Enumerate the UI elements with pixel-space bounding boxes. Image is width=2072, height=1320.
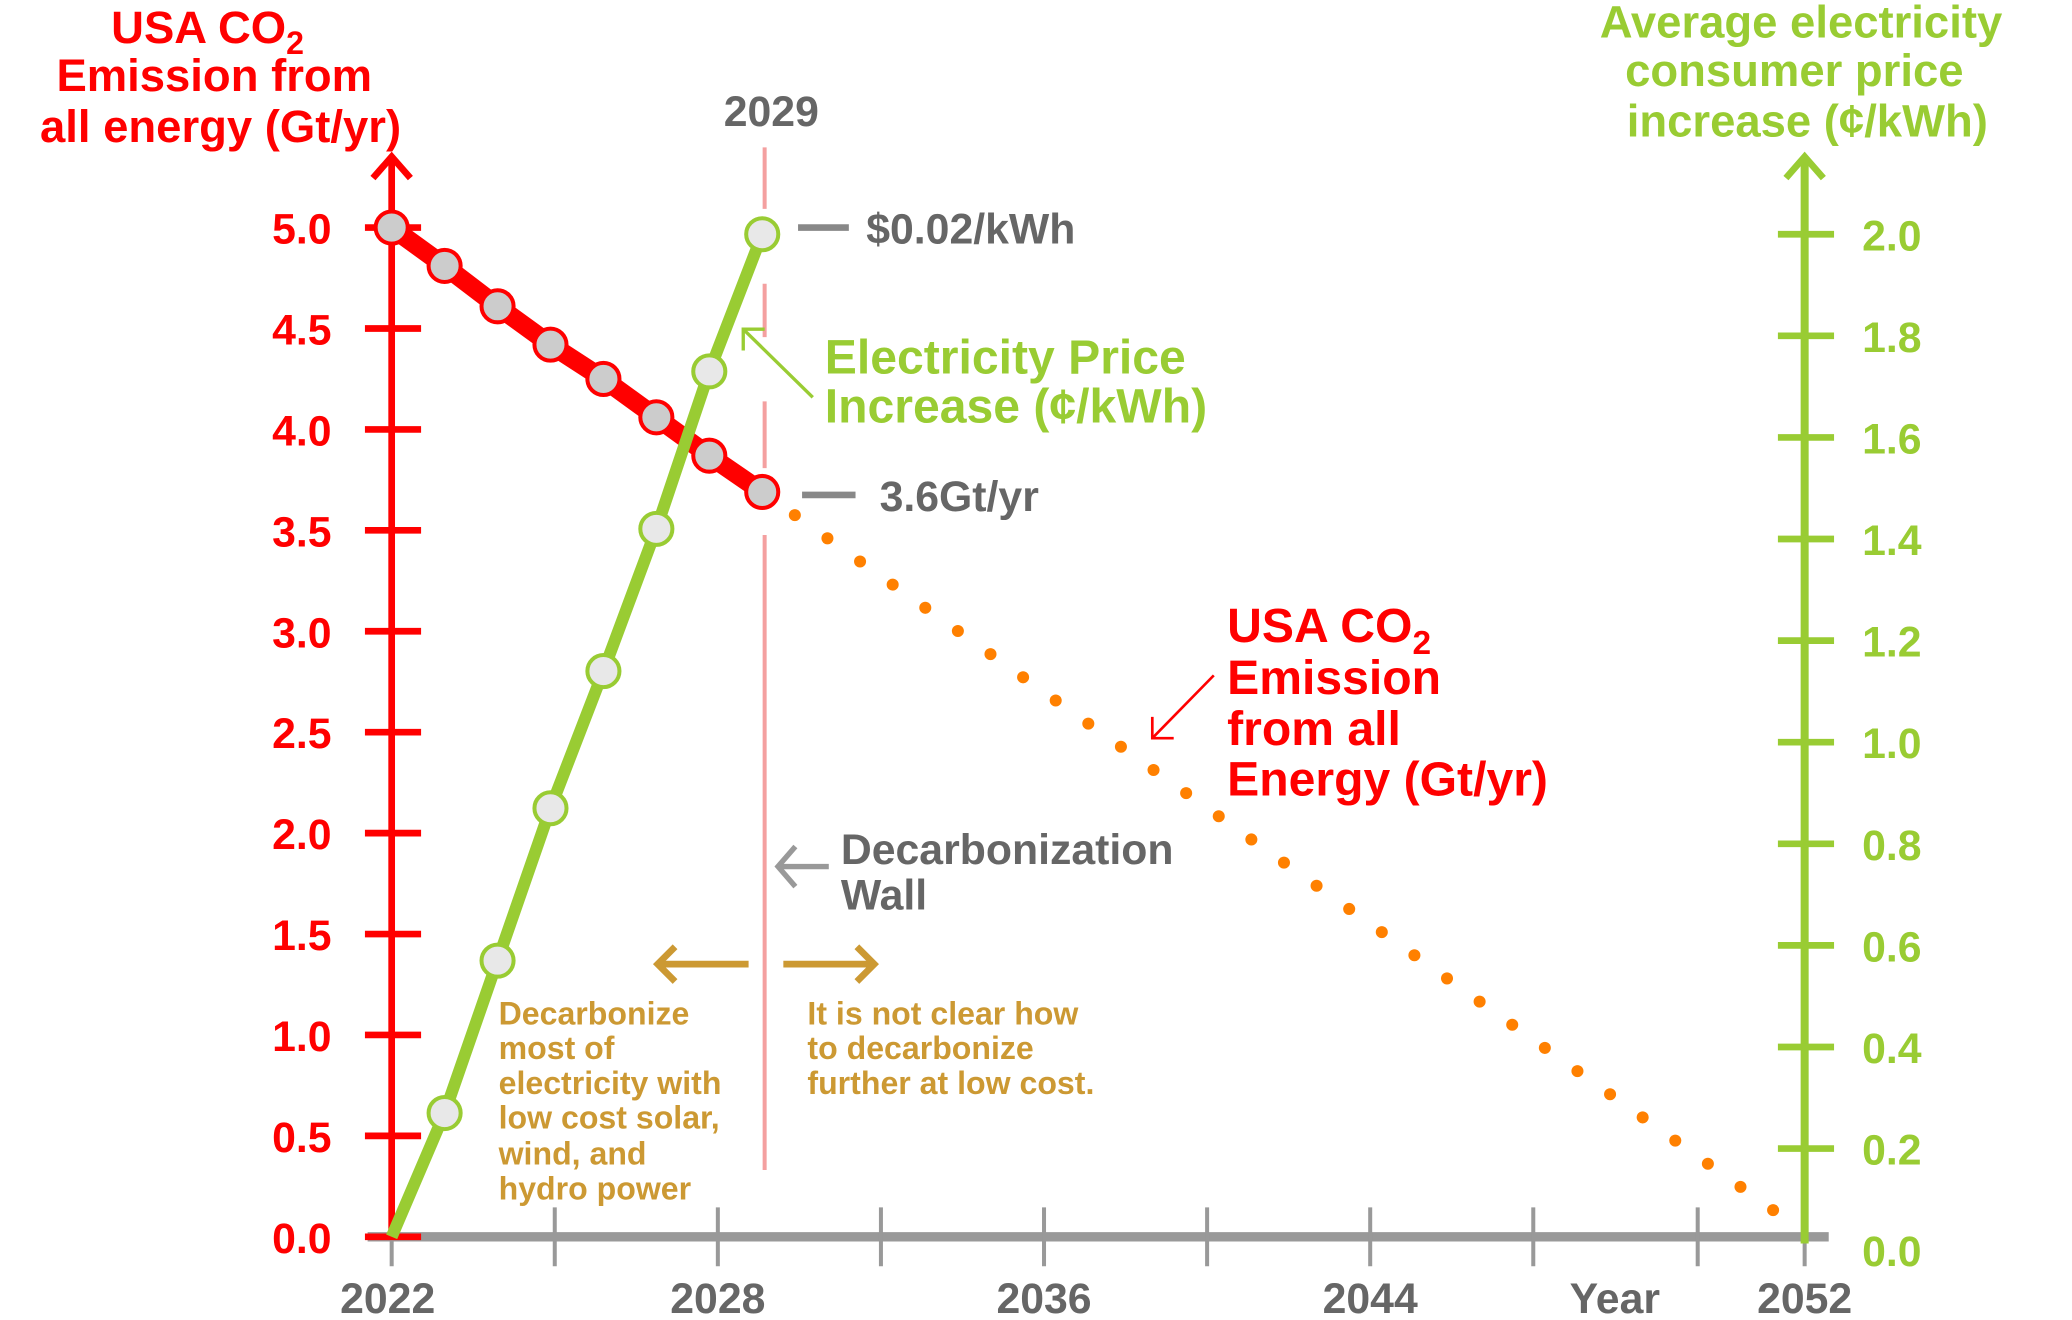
projection-dot: [886, 578, 899, 591]
emission-point: [479, 288, 516, 325]
x-tick-label: Year: [1570, 1275, 1660, 1320]
price-end-label: $0.02/kWh: [866, 206, 1075, 254]
price-point: [479, 942, 516, 979]
wall-label: Decarbonization Wall: [841, 826, 1186, 919]
x-tick-label: 2044: [1323, 1275, 1418, 1320]
right-axis-title: Average electricity consumer price incre…: [1600, 0, 2015, 147]
right-tick-label: 2.0: [1862, 212, 1921, 260]
right-note: It is not clear how to decarbonize furth…: [807, 995, 1094, 1101]
projection-dot: [1049, 694, 1062, 707]
left-tick-label: 3.5: [272, 508, 331, 556]
projection-dot: [1571, 1065, 1584, 1078]
projection-dot: [1212, 810, 1225, 823]
emission-series-label: USA CO2 Emission from all Energy (Gt/yr): [1227, 599, 1548, 807]
projection-dot: [1310, 879, 1323, 892]
x-tick-label: 2022: [340, 1275, 435, 1320]
right-tick-label: 1.8: [1862, 314, 1921, 362]
price-point: [426, 1094, 463, 1132]
projection-dot: [1245, 833, 1258, 846]
right-axis-arrow-icon: [1783, 151, 1826, 181]
projection-dot: [1375, 926, 1388, 939]
left-tick-label: 4.5: [272, 307, 331, 355]
wall-year-label: 2029: [724, 88, 819, 136]
right-tick-label: 1.6: [1862, 415, 1921, 463]
left-tick-label: 2.0: [272, 811, 331, 859]
projection-dot: [1343, 902, 1356, 915]
projection-dot: [984, 648, 997, 661]
emission-point: [744, 473, 781, 511]
projection-dot: [1408, 949, 1421, 962]
x-tick-label: 2052: [1757, 1275, 1852, 1320]
price-point: [638, 510, 675, 547]
projection-dot: [1147, 763, 1160, 776]
right-note-arrow-icon: [783, 944, 879, 984]
right-tick-label: 0.0: [1862, 1228, 1921, 1276]
left-note-arrow-icon: [652, 944, 749, 984]
price-point: [532, 790, 569, 827]
x-tick-label: 2036: [996, 1275, 1091, 1320]
right-tick-label: 1.0: [1862, 720, 1921, 768]
emission-end-label: 3.6Gt/yr: [880, 473, 1039, 521]
price-label-arrow-icon: [741, 327, 814, 399]
right-tick-label: 1.2: [1862, 619, 1921, 667]
left-tick-label: 3.0: [272, 609, 331, 657]
emission-point: [426, 247, 463, 284]
emission-label-arrow-icon: [1150, 674, 1215, 740]
projection-dot: [788, 509, 801, 522]
projection-dot: [1767, 1204, 1780, 1217]
projection-dot: [1082, 717, 1095, 730]
projection-dot: [1114, 740, 1127, 753]
left-tick-label: 5.0: [272, 206, 331, 254]
emission-point: [532, 326, 569, 363]
price-series-line: [386, 232, 768, 1240]
left-axis-title: USA CO2 Emission from all energy (Gt/yr): [40, 2, 401, 152]
right-tick-label: 0.8: [1862, 822, 1921, 870]
projection-dot: [951, 624, 964, 637]
left-tick-label: 1.5: [272, 912, 331, 960]
projection-dot: [1506, 1018, 1519, 1031]
right-tick-label: 0.6: [1862, 923, 1921, 971]
projection-dot: [919, 601, 932, 614]
projection-dot: [1440, 972, 1454, 985]
projection-dot: [854, 555, 867, 568]
projection-dot: [1180, 787, 1193, 800]
left-tick-label: 0.0: [272, 1215, 331, 1263]
projection-dot: [1277, 856, 1290, 869]
projection-dot: [821, 532, 834, 545]
projection-dot: [1473, 995, 1486, 1008]
left-note: Decarbonize most of electricity with low…: [498, 995, 731, 1206]
emission-point: [585, 360, 622, 397]
projection-dot: [1734, 1180, 1747, 1193]
projection-dot: [1017, 671, 1030, 684]
left-tick-label: 2.5: [272, 710, 331, 758]
left-tick-label: 4.0: [272, 407, 331, 455]
projection-dot: [1604, 1088, 1617, 1101]
price-point: [691, 353, 728, 390]
right-tick-label: 1.4: [1862, 517, 1922, 565]
emission-point: [373, 209, 410, 246]
price-point: [744, 216, 781, 253]
price-point: [585, 653, 622, 690]
right-tick-label: 0.4: [1862, 1025, 1922, 1073]
projection-dot: [1669, 1134, 1682, 1147]
projection-dot: [1701, 1157, 1714, 1170]
emission-point: [691, 437, 728, 474]
left-tick-label: 1.0: [272, 1013, 331, 1061]
price-series-label: Electricity Price Increase (¢/kWh): [825, 330, 1207, 433]
left-axis-arrow-icon: [370, 151, 413, 181]
emission-point: [638, 399, 675, 436]
wall-arrow-icon: [774, 844, 829, 889]
x-tick-label: 2028: [670, 1275, 765, 1320]
projection-dot: [1636, 1111, 1649, 1124]
right-tick-label: 0.2: [1862, 1127, 1921, 1175]
left-tick-label: 0.5: [272, 1114, 331, 1162]
projection-dot: [1538, 1041, 1551, 1054]
